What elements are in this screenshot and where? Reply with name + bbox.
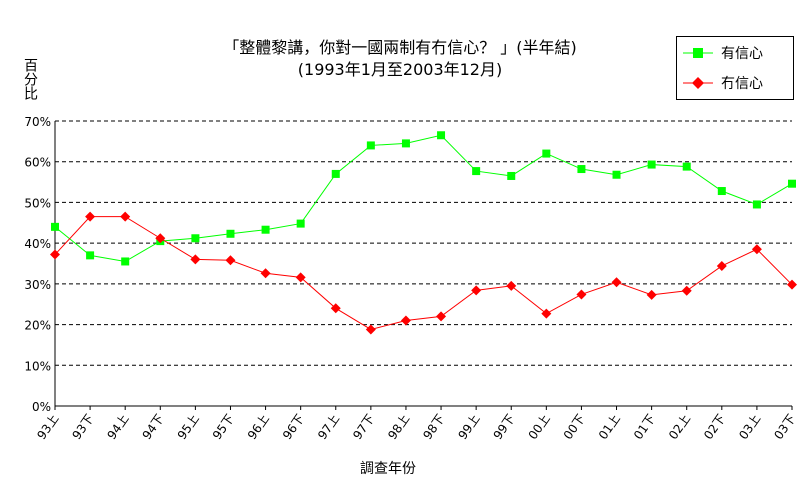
y-tick-label: 70% <box>24 115 51 129</box>
x-tick-label: 02下 <box>701 412 728 442</box>
data-point-diamond <box>681 285 692 296</box>
data-point-diamond <box>295 272 306 283</box>
data-point-square <box>437 131 446 140</box>
data-point-square <box>86 251 95 260</box>
data-point-square <box>682 162 691 171</box>
data-point-square <box>647 160 656 169</box>
data-point-square <box>717 187 726 196</box>
data-point-diamond <box>576 289 587 300</box>
y-tick-label: 0% <box>32 400 51 414</box>
data-point-diamond <box>155 233 166 244</box>
x-tick-label: 94上 <box>105 412 132 442</box>
y-tick-label: 60% <box>24 156 51 170</box>
data-point-diamond <box>541 308 552 319</box>
series-line <box>54 216 793 330</box>
data-point-diamond <box>225 255 236 266</box>
data-point-square <box>226 229 235 238</box>
x-tick-label: 01上 <box>596 412 623 442</box>
data-point-diamond <box>400 315 411 326</box>
legend: 有信心 冇信心 <box>676 36 794 100</box>
x-tick-label: 94下 <box>140 412 167 442</box>
data-point-diamond <box>50 249 60 260</box>
data-point-diamond <box>365 324 376 335</box>
legend-item-confident: 有信心 <box>683 43 763 63</box>
x-tick-label: 01下 <box>631 412 658 442</box>
data-point-square <box>542 149 551 158</box>
x-tick-label: 93上 <box>34 412 61 442</box>
x-tick-label: 96上 <box>245 412 272 442</box>
x-tick-label: 93下 <box>69 412 96 442</box>
data-point-diamond <box>436 311 447 322</box>
data-point-square <box>788 179 796 188</box>
data-point-square <box>612 170 621 179</box>
y-tick-label: 40% <box>24 237 51 251</box>
data-point-square <box>51 222 59 231</box>
x-tick-label: 97下 <box>350 412 377 442</box>
data-point-diamond <box>260 268 271 279</box>
data-point-square <box>366 141 375 150</box>
chart-subtitle: (1993年1月至2003年12月) <box>297 60 503 79</box>
y-tick-label: 10% <box>24 359 51 373</box>
y-tick-label: 20% <box>24 319 51 333</box>
data-point-diamond <box>716 260 727 271</box>
x-tick-label: 99下 <box>491 412 518 442</box>
x-axis-label: 調查年份 <box>360 461 416 477</box>
x-tick-label: 97上 <box>315 412 342 442</box>
data-point-diamond <box>506 280 517 291</box>
data-point-diamond <box>85 211 96 222</box>
x-tick-label: 03下 <box>771 412 798 442</box>
x-tick-label: 03上 <box>736 412 763 442</box>
data-point-diamond <box>120 211 131 222</box>
data-point-diamond <box>471 285 482 296</box>
legend-label: 有信心 <box>721 46 763 62</box>
x-tick-label: 98上 <box>385 412 412 442</box>
data-point-square <box>331 169 340 178</box>
data-point-square <box>752 200 761 209</box>
legend-item-not-confident: 冇信心 <box>683 73 763 93</box>
data-point-diamond <box>787 279 797 290</box>
data-point-diamond <box>646 289 657 300</box>
legend-square-marker-icon <box>683 48 713 58</box>
data-point-diamond <box>751 244 762 255</box>
data-point-square <box>261 225 270 234</box>
data-point-square <box>577 165 586 174</box>
y-tick-label: 50% <box>24 196 51 210</box>
data-point-diamond <box>190 254 201 265</box>
x-tick-label: 96下 <box>280 412 307 442</box>
x-tick-label: 02上 <box>666 412 693 442</box>
y-tick-label: 30% <box>24 278 51 292</box>
y-axis-label: 百分比 <box>22 58 38 100</box>
data-point-square <box>191 234 200 243</box>
series-line <box>54 134 793 262</box>
x-tick-label: 99上 <box>455 412 482 442</box>
data-point-square <box>296 219 305 228</box>
x-tick-label: 98下 <box>420 412 447 442</box>
data-point-square <box>472 167 481 176</box>
legend-diamond-marker-icon <box>683 77 713 89</box>
data-point-diamond <box>611 277 622 288</box>
x-tick-label: 00上 <box>526 412 553 442</box>
data-point-square <box>121 257 130 266</box>
x-tick-label: 95下 <box>210 412 237 442</box>
data-point-square <box>401 139 410 148</box>
x-tick-label: 00下 <box>561 412 588 442</box>
data-point-square <box>507 171 516 180</box>
legend-label: 冇信心 <box>721 76 763 92</box>
x-tick-label: 95上 <box>175 412 202 442</box>
data-point-diamond <box>330 303 341 314</box>
chart-title: 「整體黎講，你對一國兩制有冇信心？ 」(半年結) <box>223 38 577 57</box>
